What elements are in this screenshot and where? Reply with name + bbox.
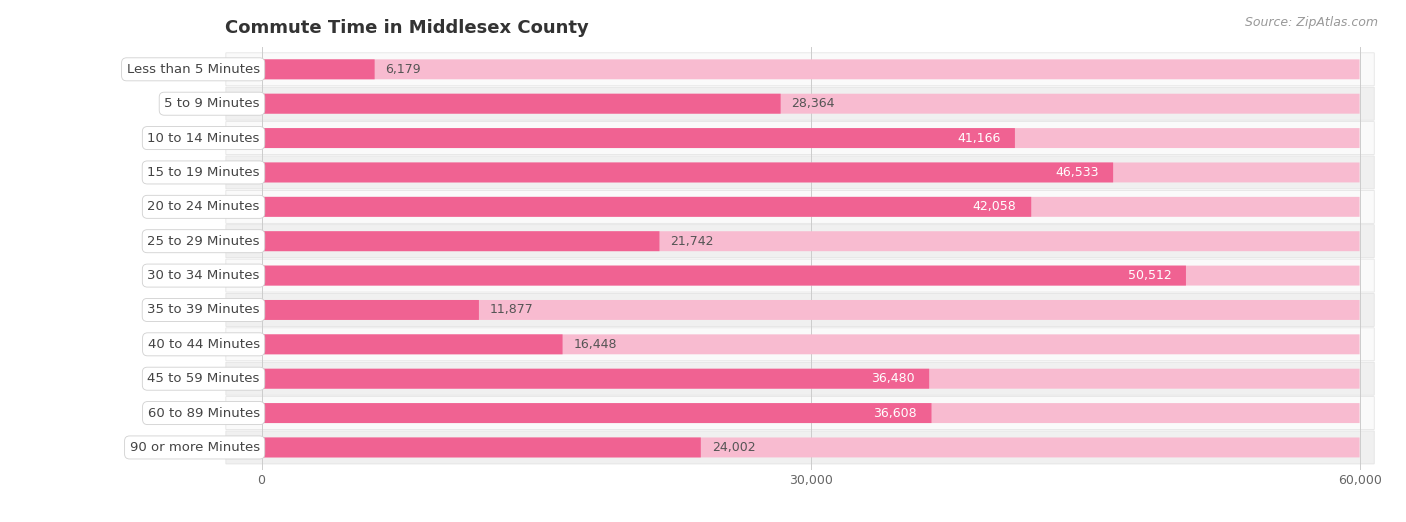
FancyBboxPatch shape [262,335,1360,354]
Text: Commute Time in Middlesex County: Commute Time in Middlesex County [225,19,589,37]
FancyBboxPatch shape [226,87,1374,120]
FancyBboxPatch shape [262,231,659,251]
FancyBboxPatch shape [262,60,1360,79]
FancyBboxPatch shape [262,128,1015,148]
FancyBboxPatch shape [226,293,1374,326]
FancyBboxPatch shape [262,369,1360,389]
FancyBboxPatch shape [226,224,1374,258]
Text: 60 to 89 Minutes: 60 to 89 Minutes [148,407,260,420]
Text: 40 to 44 Minutes: 40 to 44 Minutes [148,338,260,351]
Text: 21,742: 21,742 [671,235,714,248]
Text: 36,608: 36,608 [873,407,917,420]
FancyBboxPatch shape [262,162,1360,182]
FancyBboxPatch shape [262,403,1360,423]
Text: 20 to 24 Minutes: 20 to 24 Minutes [148,200,260,213]
Text: 46,533: 46,533 [1054,166,1098,179]
FancyBboxPatch shape [262,403,932,423]
Text: 35 to 39 Minutes: 35 to 39 Minutes [148,303,260,316]
Text: 50,512: 50,512 [1128,269,1171,282]
FancyBboxPatch shape [262,437,1360,457]
FancyBboxPatch shape [262,335,562,354]
FancyBboxPatch shape [262,162,1114,182]
FancyBboxPatch shape [262,128,1360,148]
FancyBboxPatch shape [262,437,700,457]
FancyBboxPatch shape [226,362,1374,395]
Text: Less than 5 Minutes: Less than 5 Minutes [127,63,260,76]
FancyBboxPatch shape [262,369,929,389]
Text: 41,166: 41,166 [957,132,1000,145]
FancyBboxPatch shape [262,231,1360,251]
FancyBboxPatch shape [262,197,1031,217]
Text: 28,364: 28,364 [792,97,835,110]
FancyBboxPatch shape [226,156,1374,189]
FancyBboxPatch shape [226,431,1374,464]
FancyBboxPatch shape [226,328,1374,361]
Text: 30 to 34 Minutes: 30 to 34 Minutes [148,269,260,282]
Text: 10 to 14 Minutes: 10 to 14 Minutes [148,132,260,145]
FancyBboxPatch shape [226,53,1374,86]
Text: 24,002: 24,002 [711,441,755,454]
Text: Source: ZipAtlas.com: Source: ZipAtlas.com [1244,16,1378,29]
Text: 5 to 9 Minutes: 5 to 9 Minutes [165,97,260,110]
Text: 16,448: 16,448 [574,338,617,351]
FancyBboxPatch shape [226,122,1374,155]
FancyBboxPatch shape [262,266,1360,286]
FancyBboxPatch shape [262,94,780,114]
Text: 42,058: 42,058 [973,200,1017,213]
FancyBboxPatch shape [262,60,374,79]
FancyBboxPatch shape [226,397,1374,430]
FancyBboxPatch shape [262,266,1185,286]
Text: 11,877: 11,877 [489,303,534,316]
FancyBboxPatch shape [262,94,1360,114]
Text: 6,179: 6,179 [385,63,422,76]
Text: 45 to 59 Minutes: 45 to 59 Minutes [148,372,260,385]
FancyBboxPatch shape [262,197,1360,217]
Text: 25 to 29 Minutes: 25 to 29 Minutes [148,235,260,248]
FancyBboxPatch shape [262,300,1360,320]
Text: 36,480: 36,480 [870,372,914,385]
FancyBboxPatch shape [226,259,1374,292]
Text: 90 or more Minutes: 90 or more Minutes [129,441,260,454]
FancyBboxPatch shape [226,191,1374,223]
Text: 15 to 19 Minutes: 15 to 19 Minutes [148,166,260,179]
FancyBboxPatch shape [262,300,479,320]
